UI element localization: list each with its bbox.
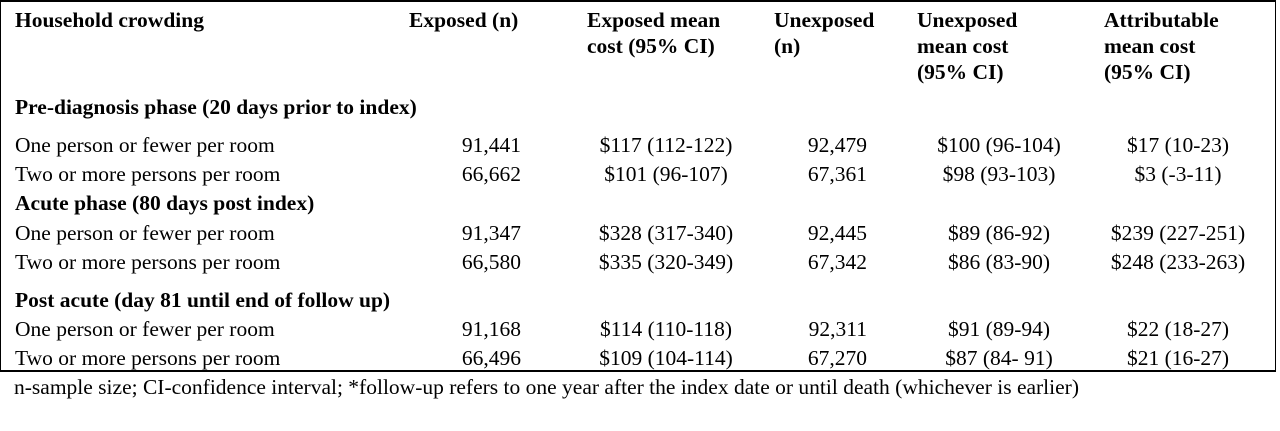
attributable-mean-cost-cell: $21 (16-27) bbox=[1126, 346, 1230, 370]
row-label: One person or fewer per room bbox=[15, 317, 275, 341]
unexposed-n-cell: 67,342 bbox=[807, 250, 867, 274]
header-line: cost (95% CI) bbox=[587, 34, 715, 58]
section-title-pre-diagnosis: Pre-diagnosis phase (20 days prior to in… bbox=[15, 95, 417, 119]
row-label: Two or more persons per room bbox=[15, 346, 281, 370]
header-line: mean cost bbox=[1104, 34, 1196, 58]
header-line: mean cost bbox=[917, 34, 1009, 58]
row-label: One person or fewer per room bbox=[15, 221, 275, 245]
header-line: Exposed mean bbox=[587, 8, 721, 32]
unexposed-mean-cost-cell: $89 (86-92) bbox=[947, 221, 1051, 245]
exposed-n-cell: 66,580 bbox=[461, 250, 521, 274]
exposed-mean-cost-cell: $101 (96-107) bbox=[604, 162, 728, 186]
exposed-n-cell: 91,168 bbox=[461, 317, 521, 341]
table-footnote: n-sample size; CI-confidence interval; *… bbox=[14, 375, 1079, 399]
unexposed-n-cell: 67,361 bbox=[807, 162, 867, 186]
attributable-mean-cost-cell: $239 (227-251) bbox=[1110, 221, 1246, 245]
unexposed-n-cell: 92,479 bbox=[807, 133, 867, 157]
column-header-unexposed-mean-cost: Unexposed mean cost (95% CI) bbox=[917, 7, 1017, 85]
unexposed-n-cell: 92,311 bbox=[808, 317, 867, 341]
exposed-n-cell: 66,496 bbox=[461, 346, 521, 370]
exposed-mean-cost-cell: $335 (320-349) bbox=[598, 250, 734, 274]
attributable-mean-cost-cell: $17 (10-23) bbox=[1126, 133, 1230, 157]
row-label: Two or more persons per room bbox=[15, 162, 281, 186]
cost-table: Household crowding Exposed (n) Exposed m… bbox=[0, 0, 1276, 372]
header-line: Unexposed bbox=[774, 8, 875, 32]
header-line: Exposed (n) bbox=[409, 8, 519, 32]
exposed-mean-cost-cell: $114 (110-118) bbox=[600, 317, 732, 341]
column-header-attributable-mean-cost: Attributable mean cost (95% CI) bbox=[1104, 7, 1219, 85]
header-line: (95% CI) bbox=[917, 60, 1004, 84]
exposed-n-cell: 91,441 bbox=[461, 133, 521, 157]
unexposed-mean-cost-cell: $86 (83-90) bbox=[947, 250, 1051, 274]
row-label: One person or fewer per room bbox=[15, 133, 275, 157]
unexposed-n-cell: 92,445 bbox=[807, 221, 867, 245]
attributable-mean-cost-cell: $3 (-3-11) bbox=[1134, 162, 1222, 186]
column-header-household-crowding: Household crowding bbox=[15, 7, 204, 33]
exposed-n-cell: 91,347 bbox=[461, 221, 521, 245]
header-line: (95% CI) bbox=[1104, 60, 1191, 84]
column-header-unexposed-n: Unexposed (n) bbox=[774, 7, 874, 59]
attributable-mean-cost-cell: $248 (233-263) bbox=[1110, 250, 1246, 274]
unexposed-mean-cost-cell: $91 (89-94) bbox=[947, 317, 1051, 341]
section-title-acute: Acute phase (80 days post index) bbox=[15, 191, 315, 215]
column-header-exposed-n: Exposed (n) bbox=[409, 7, 518, 33]
unexposed-mean-cost-cell: $87 (84- 91) bbox=[945, 346, 1053, 370]
exposed-mean-cost-cell: $328 (317-340) bbox=[598, 221, 734, 245]
unexposed-n-cell: 67,270 bbox=[807, 346, 867, 370]
exposed-mean-cost-cell: $117 (112-122) bbox=[599, 133, 733, 157]
header-line: Household crowding bbox=[15, 8, 204, 32]
header-line: Unexposed bbox=[917, 8, 1018, 32]
unexposed-mean-cost-cell: $98 (93-103) bbox=[942, 162, 1056, 186]
unexposed-mean-cost-cell: $100 (96-104) bbox=[937, 133, 1061, 157]
column-header-exposed-mean-cost: Exposed mean cost (95% CI) bbox=[587, 7, 720, 59]
exposed-n-cell: 66,662 bbox=[461, 162, 521, 186]
header-line: Attributable bbox=[1104, 8, 1219, 32]
header-line: (n) bbox=[774, 34, 801, 58]
row-label: Two or more persons per room bbox=[15, 250, 281, 274]
attributable-mean-cost-cell: $22 (18-27) bbox=[1126, 317, 1230, 341]
section-title-post-acute: Post acute (day 81 until end of follow u… bbox=[15, 288, 391, 312]
exposed-mean-cost-cell: $109 (104-114) bbox=[599, 346, 733, 370]
